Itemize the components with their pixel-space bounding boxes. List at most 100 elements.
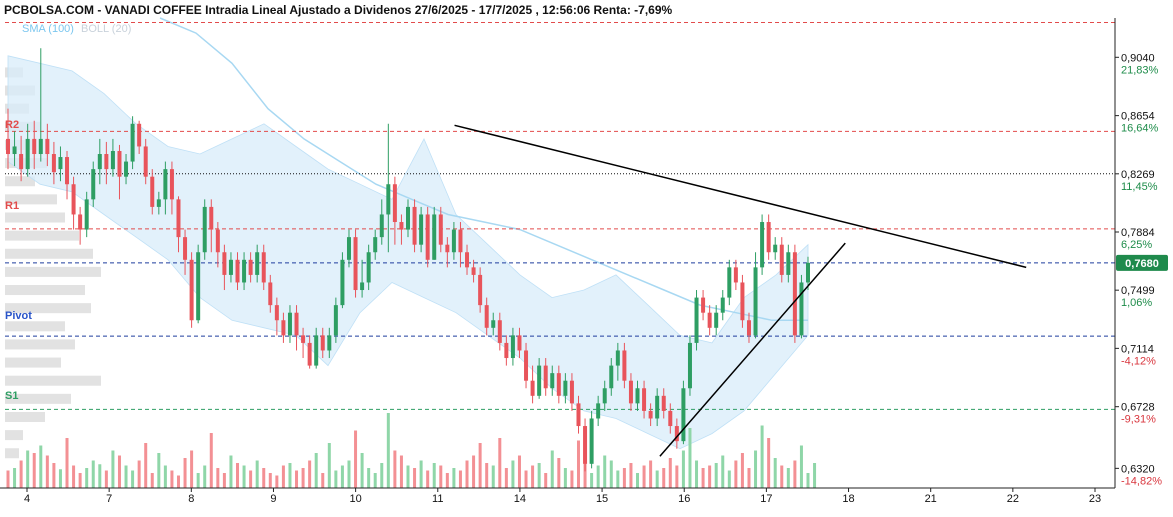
candle-body [392,184,397,223]
x-tick-label: 7 [106,493,112,505]
volume-bar [721,455,725,488]
candle-body [65,157,70,185]
volume-profile-bar [5,266,101,277]
volume-bar [334,470,338,488]
volume-bar [760,425,764,488]
level-label-pivot: Pivot [5,310,32,322]
x-tick-label: 21 [925,493,937,505]
y-tick-percent: 11,45% [1121,181,1158,193]
candle-body [622,350,627,381]
candle-body [497,320,502,343]
volume-bar [393,450,397,488]
candle-body [12,146,17,155]
volume-bar [406,465,410,488]
candle-body [471,267,476,275]
volume-bar [26,450,30,488]
y-tick-price: 0,9040 [1121,52,1155,64]
volume-bar [380,463,384,488]
candle-body [504,342,509,359]
candle-body [169,169,174,200]
y-tick-price: 0,7114 [1121,343,1154,355]
x-tick-label: 8 [188,493,194,505]
candle-body [687,342,692,389]
volume-bar [426,470,430,488]
volume-bar [675,465,679,488]
volume-bar [321,473,325,488]
volume-bar [478,443,482,488]
candle-body [222,252,227,275]
volume-bar [517,455,521,488]
volume-bar [419,460,423,488]
indicator-legend: SMA (100) BOLL (20) [22,23,131,35]
volume-profile-bar [5,176,35,187]
x-tick-label: 15 [596,493,608,505]
volume-bar [622,468,626,488]
candle-body [19,154,24,170]
y-tick-percent: -14,82% [1121,475,1162,487]
volume-bar [65,438,69,488]
volume-profile-bar [5,339,75,350]
bollinger-band [7,55,809,450]
volume-bar [19,460,23,488]
candle-body [727,267,732,298]
candle-body [32,138,37,155]
candle-body [327,335,332,351]
candle-body [373,237,378,253]
y-tick-percent: -9,31% [1121,414,1156,426]
candle-body [681,388,686,442]
volume-bar [695,460,699,488]
volume-bar [504,468,508,488]
volume-bar [413,468,417,488]
candle-body [183,237,188,260]
candle-body [314,335,319,366]
volume-bar [360,453,364,488]
volume-bar [314,453,318,488]
volume-bar [550,450,554,488]
volume-bar [354,430,358,488]
x-tick-label: 9 [270,493,276,505]
volume-bar [209,433,213,488]
candle-body [261,252,266,283]
candle-body [445,244,450,253]
candle-body [25,138,30,170]
volume-bar [268,473,272,488]
volume-bar [399,455,403,488]
candle-body [458,229,463,253]
candle-body [6,138,10,155]
volume-bar [590,473,594,488]
volume-bar [386,413,390,488]
candle-body [478,274,483,306]
volume-bar [249,470,253,488]
candle-body [189,259,194,321]
candle-body [543,365,548,389]
volume-bar [45,455,49,488]
volume-bar [767,438,771,488]
candle-body [412,206,417,245]
volume-bar [163,465,167,488]
candle-body [379,214,384,238]
candle-body [701,297,706,313]
volume-bar [6,470,10,488]
level-label-r2: R2 [5,119,20,131]
candle-body [150,176,155,207]
volume-bar [445,473,449,488]
volume-profile-bar [5,411,45,422]
candle-body [117,150,122,177]
candle-body [766,222,771,253]
volume-bar [340,465,344,488]
candle-body [333,305,338,336]
volume-bar [734,460,738,488]
candle-body [760,222,765,268]
candle-body [655,395,660,419]
volume-bar [242,465,246,488]
volume-bar [327,443,331,488]
x-tick-label: 10 [349,493,361,505]
volume-bar [603,455,607,488]
sma-legend: SMA (100) [22,23,74,35]
candle-body [569,380,574,404]
volume-bar [491,465,495,488]
volume-bar [780,465,784,488]
candle-body [209,206,214,230]
y-tick-price: 0,6728 [1121,402,1155,414]
y-tick-percent: 21,83% [1121,64,1159,76]
